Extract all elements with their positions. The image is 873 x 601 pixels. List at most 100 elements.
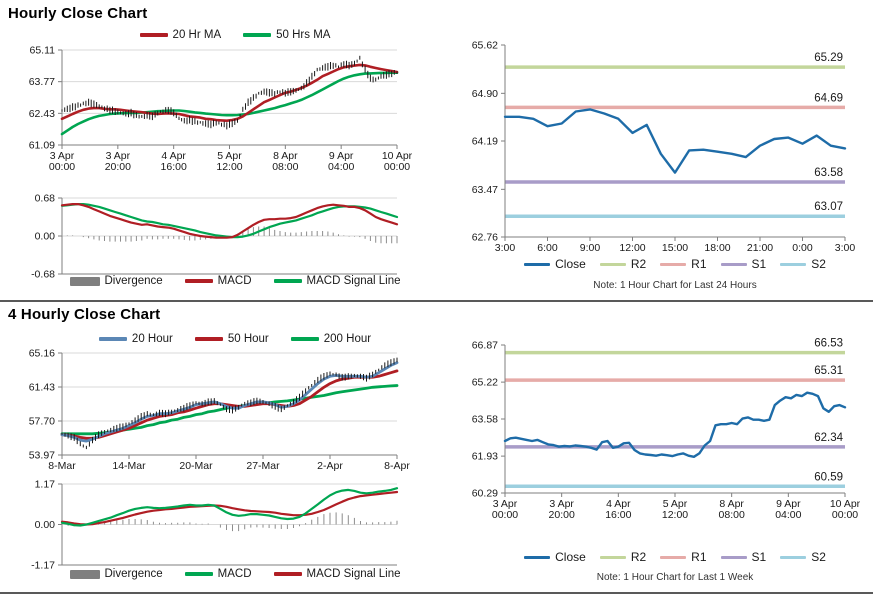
svg-text:53.97: 53.97	[29, 450, 55, 462]
svg-text:63.47: 63.47	[472, 184, 498, 196]
svg-text:0.00: 0.00	[35, 519, 56, 531]
green-line-swatch-icon	[273, 279, 302, 283]
hourly-pivot-chart: 65.29 64.69 63.58 63.07 65.62 64.90 64.19 63.47…	[472, 40, 856, 255]
legend-label: Close	[555, 550, 586, 564]
legend-item-close: Close	[524, 550, 586, 564]
fourhourly-pivot-legend: Close R2 R1 S1 S2	[505, 550, 845, 564]
svg-text:9 Apr: 9 Apr	[776, 498, 801, 510]
red-line-swatch-icon	[273, 572, 302, 576]
svg-text:08:00: 08:00	[719, 509, 745, 521]
legend-item-20hr-ma: 20 Hr MA	[139, 29, 221, 41]
legend-label: 50 Hour	[227, 333, 269, 345]
svg-text:16:00: 16:00	[605, 509, 631, 521]
green-line-swatch-icon	[290, 337, 319, 341]
legend-item-macd: MACD	[184, 275, 252, 287]
legend-item-50hour: 50 Hour	[194, 333, 269, 345]
svg-text:5 Apr: 5 Apr	[217, 150, 242, 162]
svg-text:61.09: 61.09	[29, 140, 55, 152]
svg-text:60.59: 60.59	[814, 471, 843, 483]
legend-label: R2	[630, 257, 647, 271]
svg-text:0:00: 0:00	[792, 242, 813, 254]
svg-text:6:00: 6:00	[537, 242, 558, 254]
purple-line-swatch-icon	[720, 262, 747, 266]
legend-label: R1	[691, 257, 707, 271]
legend-label: 50 Hrs MA	[276, 29, 331, 41]
svg-text:61.93: 61.93	[472, 451, 498, 463]
hourly-macd-chart: 0.68 0.00 -0.68	[31, 193, 399, 281]
svg-text:00:00: 00:00	[832, 509, 858, 521]
legend-label: Divergence	[104, 568, 163, 580]
svg-text:63.58: 63.58	[472, 414, 498, 426]
svg-text:15:00: 15:00	[662, 242, 688, 254]
svg-text:1.17: 1.17	[35, 479, 56, 491]
hourly-chart-note: Note: 1 Hour Chart for Last 24 Hours	[593, 280, 757, 291]
svg-text:18:00: 18:00	[704, 242, 730, 254]
blue-line-swatch-icon	[98, 337, 127, 341]
svg-text:62.43: 62.43	[29, 108, 55, 120]
svg-text:8 Apr: 8 Apr	[719, 498, 744, 510]
svg-text:62.76: 62.76	[472, 232, 498, 244]
svg-text:9:00: 9:00	[580, 242, 601, 254]
legend-item-macd: MACD	[184, 568, 252, 580]
green-line-swatch-icon	[243, 33, 272, 37]
hourly-macd-legend: Divergence MACD MACD Signal Line	[62, 275, 408, 287]
purple-line-swatch-icon	[720, 555, 747, 559]
legend-label: Divergence	[104, 275, 163, 287]
svg-text:10 Apr: 10 Apr	[830, 498, 861, 510]
red-line-swatch-icon	[194, 337, 223, 341]
svg-text:14-Mar: 14-Mar	[112, 460, 146, 472]
legend-item-r1: R1	[660, 550, 707, 564]
legend-label: 20 Hour	[131, 333, 173, 345]
svg-text:65.16: 65.16	[29, 348, 55, 360]
svg-text:-0.68: -0.68	[31, 269, 55, 281]
blue-line-swatch-icon	[524, 262, 551, 266]
legend-item-200hour: 200 Hour	[290, 333, 372, 345]
svg-text:20-Mar: 20-Mar	[179, 460, 213, 472]
svg-text:57.70: 57.70	[29, 416, 55, 428]
legend-item-macd-signal: MACD Signal Line	[273, 568, 401, 580]
svg-text:0.00: 0.00	[35, 231, 56, 243]
svg-text:3 Apr: 3 Apr	[106, 150, 131, 162]
svg-text:5 Apr: 5 Apr	[663, 498, 688, 510]
legend-item-s2: S2	[780, 257, 826, 271]
svg-text:64.19: 64.19	[472, 136, 498, 148]
svg-text:12:00: 12:00	[662, 509, 688, 521]
svg-text:63.58: 63.58	[814, 167, 843, 179]
legend-item-macd-signal: MACD Signal Line	[273, 275, 401, 287]
svg-text:9 Apr: 9 Apr	[329, 150, 354, 162]
svg-text:3 Apr: 3 Apr	[493, 498, 518, 510]
hourly-ma-legend: 20 Hr MA 50 Hrs MA	[62, 29, 408, 41]
svg-text:04:00: 04:00	[775, 509, 801, 521]
legend-label: 200 Hour	[323, 333, 372, 345]
legend-item-close: Close	[524, 257, 586, 271]
svg-text:66.87: 66.87	[472, 340, 498, 352]
lightgreen-line-swatch-icon	[599, 555, 626, 559]
legend-label: R1	[691, 550, 707, 564]
svg-text:3 Apr: 3 Apr	[50, 150, 75, 162]
legend-label: R2	[630, 550, 647, 564]
divergence-bar-swatch-icon	[69, 569, 100, 579]
legend-label: MACD	[217, 568, 252, 580]
legend-label: S1	[751, 550, 767, 564]
legend-item-s1: S1	[720, 550, 767, 564]
svg-text:62.34: 62.34	[814, 432, 843, 444]
svg-text:8 Apr: 8 Apr	[273, 150, 298, 162]
svg-text:0.68: 0.68	[35, 193, 56, 205]
legend-item-divergence: Divergence	[69, 275, 163, 287]
legend-item-r2: R2	[599, 257, 647, 271]
svg-text:8-Apr: 8-Apr	[384, 460, 410, 472]
section-divider	[0, 300, 873, 302]
svg-text:65.22: 65.22	[472, 377, 498, 389]
fourhourly-macd-legend: Divergence MACD MACD Signal Line	[62, 568, 408, 580]
fourhourly-pivot-chart: 66.53 65.31 62.34 60.59 66.87 65.22 63.58 61.93…	[472, 338, 861, 521]
svg-text:66.53: 66.53	[814, 338, 843, 350]
svg-text:60.29: 60.29	[472, 488, 498, 500]
svg-text:12:00: 12:00	[619, 242, 645, 254]
svg-text:64.90: 64.90	[472, 88, 498, 100]
svg-text:00:00: 00:00	[384, 161, 410, 173]
svg-text:63.77: 63.77	[29, 76, 55, 88]
bottom-divider	[0, 592, 873, 594]
svg-text:61.43: 61.43	[29, 382, 55, 394]
